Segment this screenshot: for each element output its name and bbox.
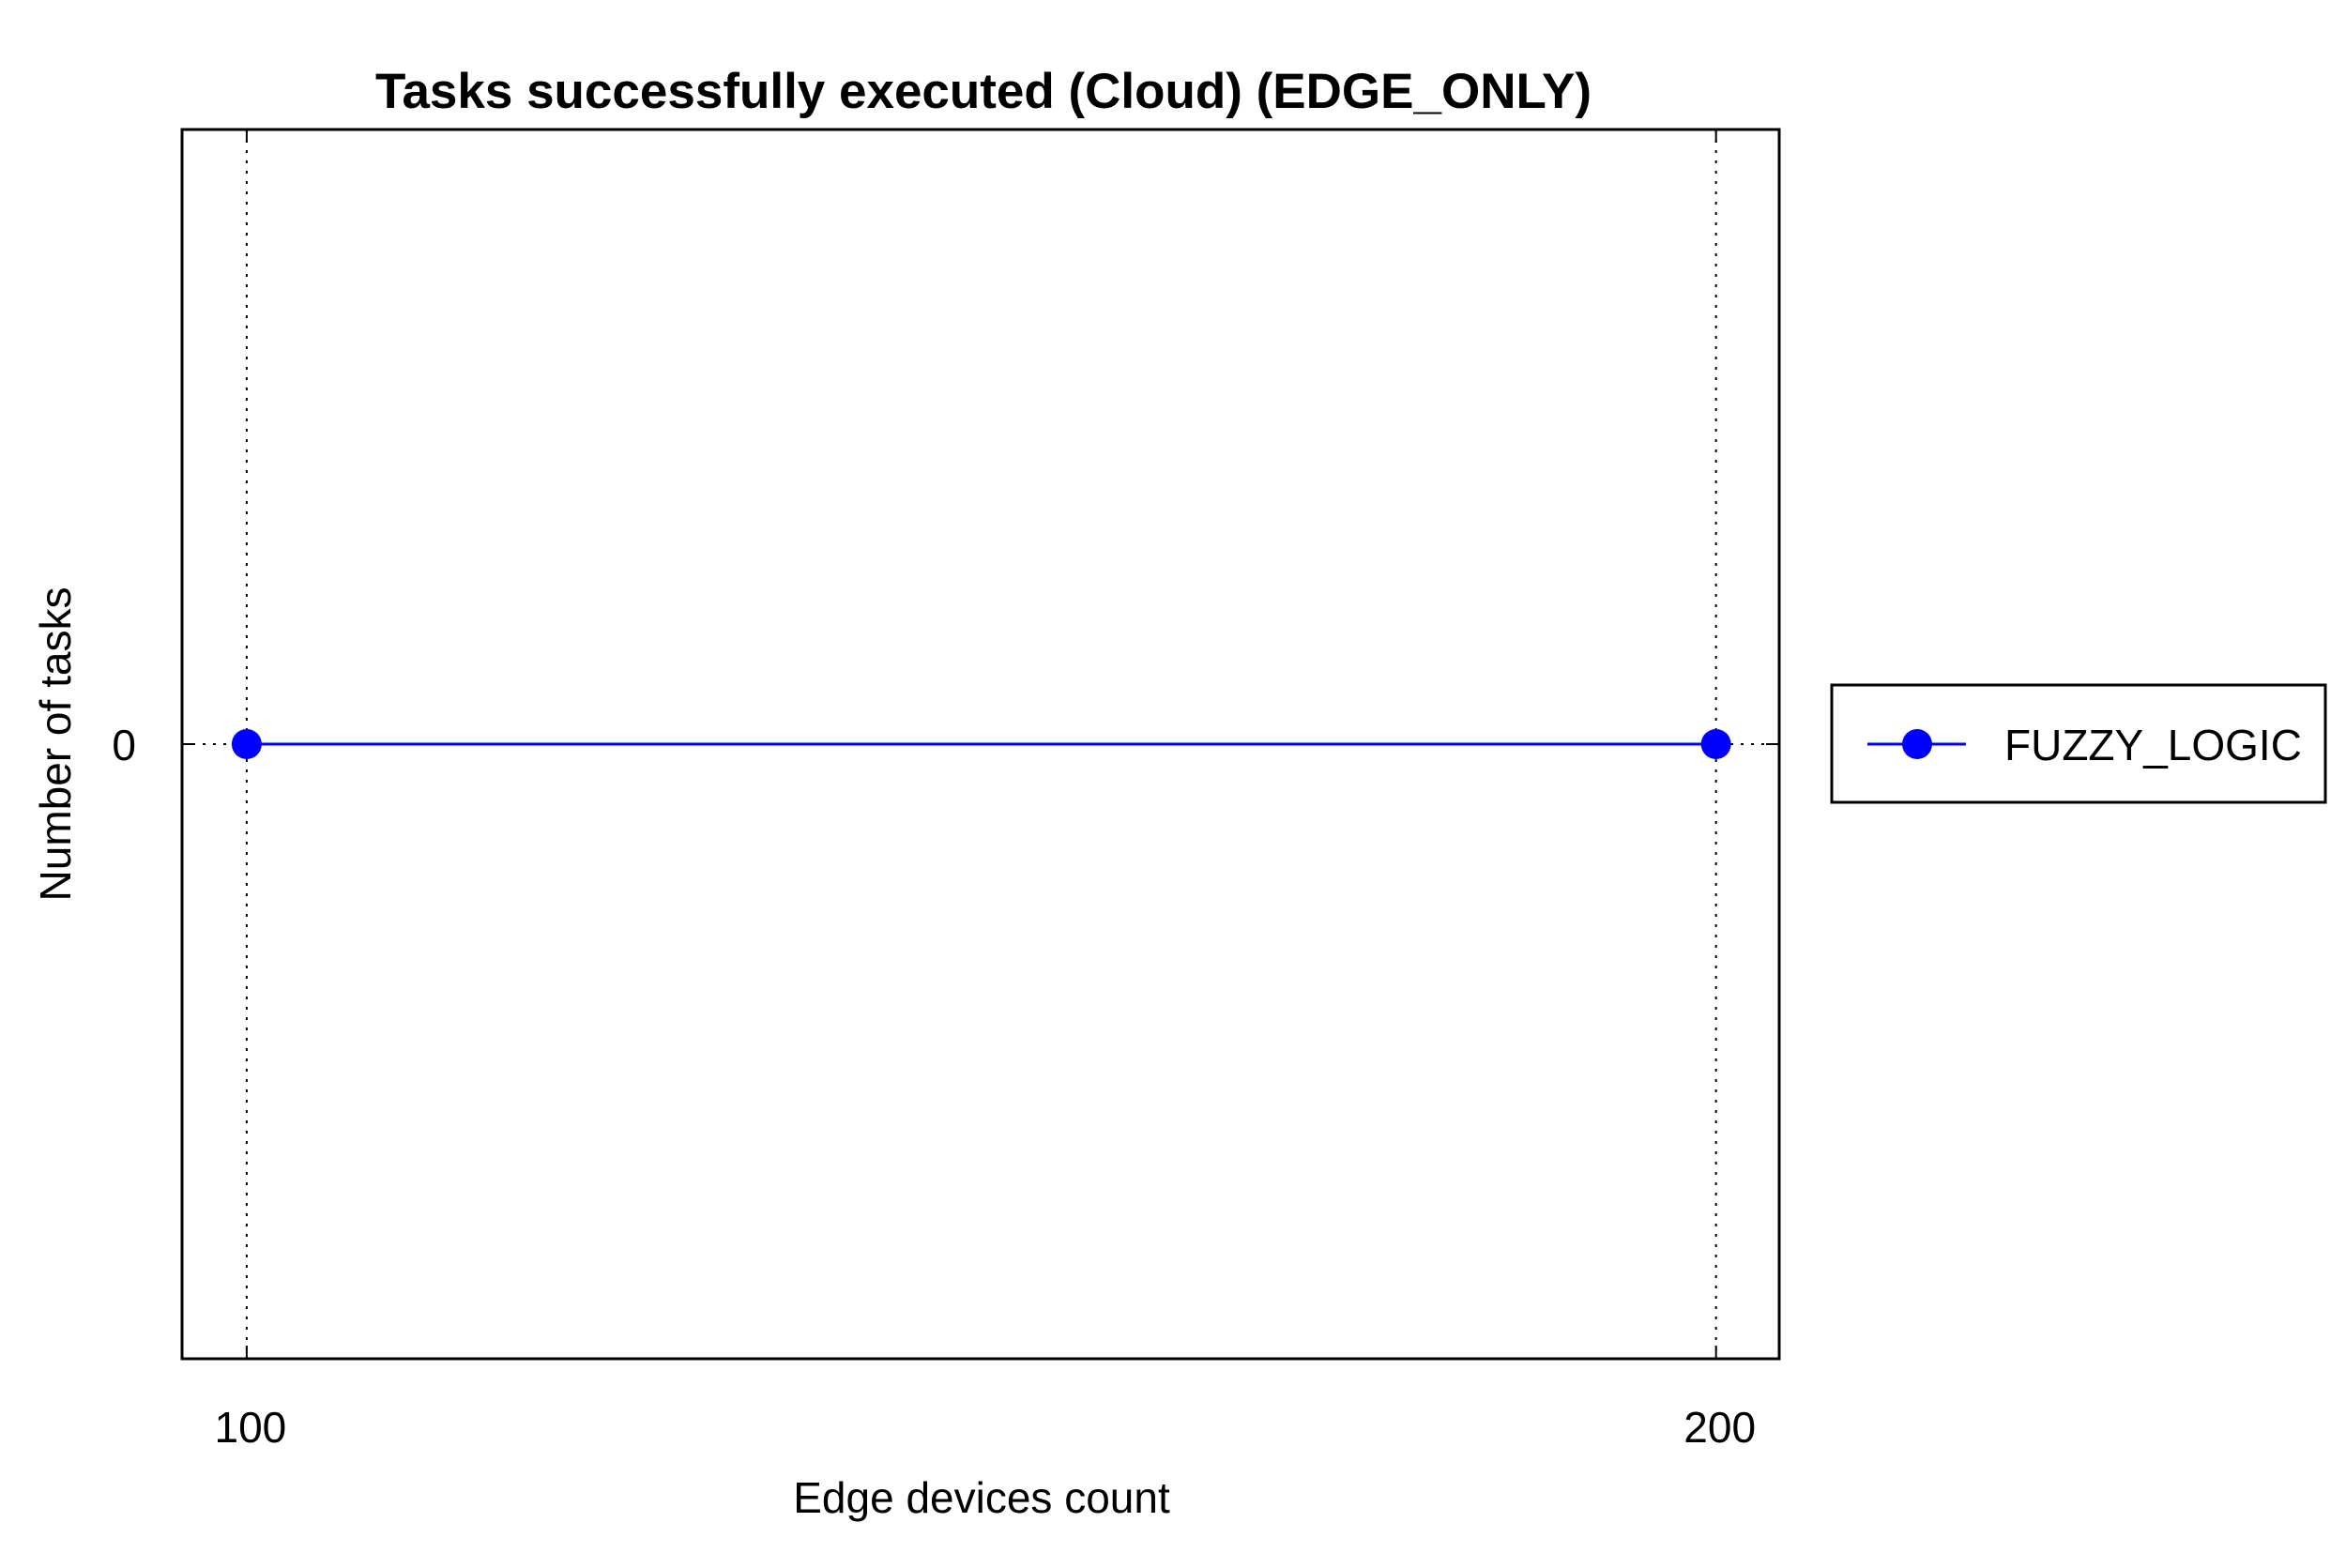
legend: FUZZY_LOGIC — [1830, 683, 2327, 804]
series-layer — [231, 729, 1731, 759]
x-axis-label: Edge devices count — [793, 1473, 1170, 1522]
chart-title: Tasks successfully executed (Cloud) (EDG… — [375, 64, 1592, 119]
data-point — [1700, 729, 1731, 759]
y-tick-label: 0 — [112, 721, 136, 769]
x-tick-label: 200 — [1683, 1403, 1756, 1452]
legend-marker — [1902, 729, 1932, 759]
y-axis-label: Number of tasks — [31, 587, 80, 902]
tick-layer: 100 200 0 — [112, 129, 1779, 1452]
legend-label: FUZZY_LOGIC — [2004, 721, 2302, 769]
data-point — [231, 729, 262, 759]
x-tick-label: 100 — [215, 1403, 287, 1452]
grid-layer — [182, 129, 1779, 1359]
